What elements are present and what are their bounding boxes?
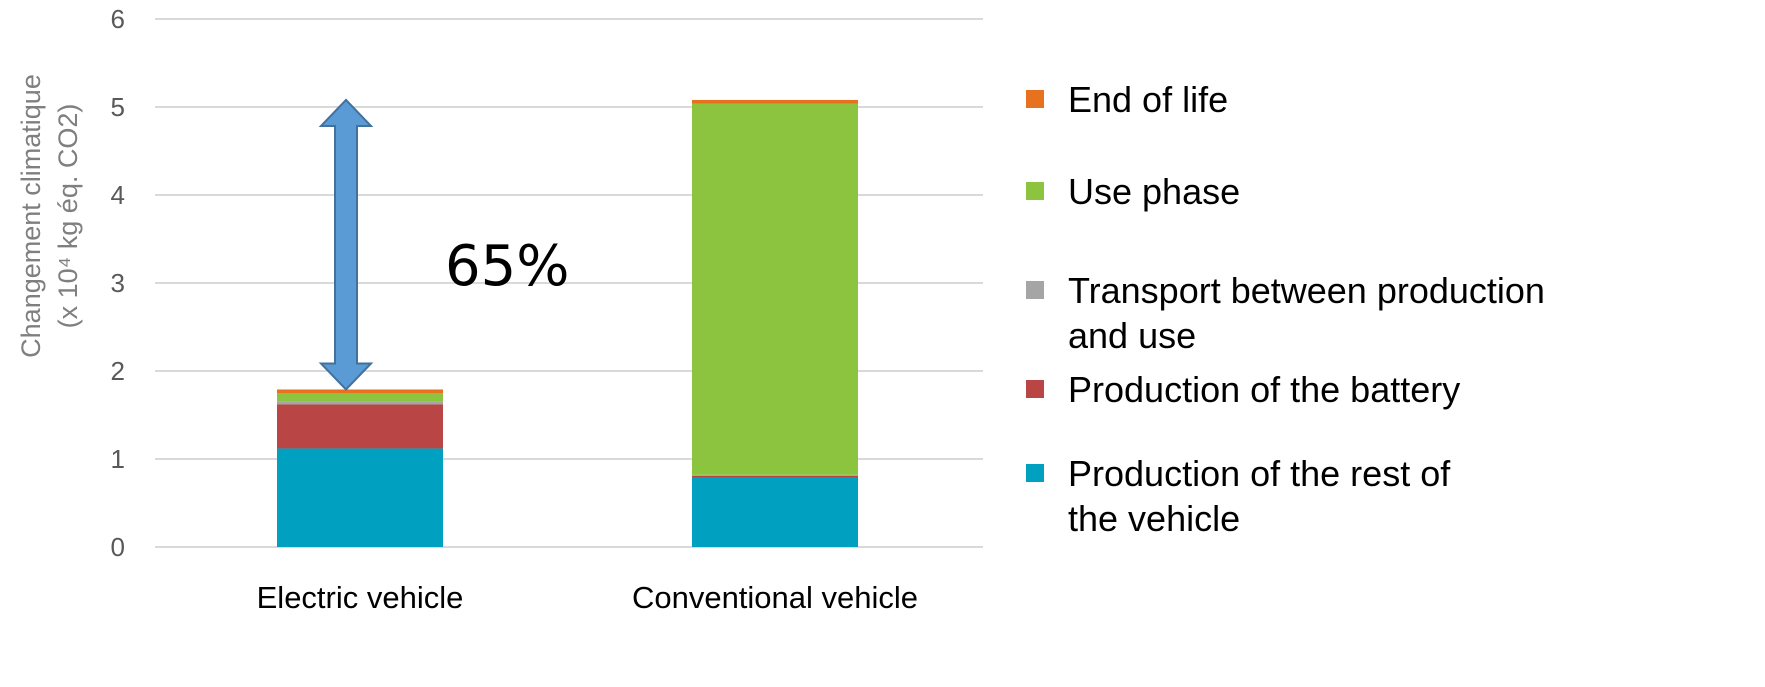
y-tick-labels: 0 1 2 3 4 5 6 bbox=[111, 4, 125, 562]
y-axis-label-line-2: (x 10⁴ kg éq. CO2) bbox=[53, 104, 83, 329]
legend-swatch bbox=[1026, 90, 1044, 108]
bar-segment bbox=[692, 103, 858, 475]
y-tick-label: 0 bbox=[111, 532, 125, 562]
legend: End of life Use phase Transport between pr… bbox=[1026, 79, 1545, 539]
legend-label: and use bbox=[1068, 315, 1196, 356]
bar-segment bbox=[277, 393, 443, 402]
annotation: 65% bbox=[318, 98, 569, 391]
legend-label: the vehicle bbox=[1068, 498, 1240, 539]
bar-segment bbox=[277, 389, 443, 393]
difference-arrow bbox=[318, 98, 374, 391]
bar-segment bbox=[692, 99, 858, 104]
y-axis-label-line-1: Changement climatique bbox=[16, 74, 46, 358]
legend-swatch bbox=[1026, 380, 1044, 398]
y-tick-label: 1 bbox=[111, 444, 125, 474]
legend-label: Production of the rest of bbox=[1068, 453, 1451, 494]
legend-label: Production of the battery bbox=[1068, 369, 1460, 410]
legend-label: Transport between production bbox=[1068, 270, 1545, 311]
y-tick-label: 6 bbox=[111, 4, 125, 34]
y-tick-label: 4 bbox=[111, 180, 125, 210]
bar-segment bbox=[692, 474, 858, 476]
legend-label: Use phase bbox=[1068, 171, 1240, 212]
y-tick-label: 5 bbox=[111, 92, 125, 122]
y-tick-label: 2 bbox=[111, 356, 125, 386]
bars bbox=[277, 99, 858, 547]
y-tick-label: 3 bbox=[111, 268, 125, 298]
legend-swatch bbox=[1026, 182, 1044, 200]
category-labels: Electric vehicle Conventional vehicle bbox=[257, 580, 918, 615]
bar-segment bbox=[692, 475, 858, 478]
bar-segment bbox=[277, 401, 443, 405]
legend-label: End of life bbox=[1068, 79, 1228, 120]
bar-segment bbox=[692, 477, 858, 547]
category-label: Electric vehicle bbox=[257, 580, 464, 615]
difference-percent-label: 65% bbox=[445, 234, 569, 299]
bar-segment bbox=[277, 448, 443, 547]
category-label: Conventional vehicle bbox=[632, 580, 918, 615]
bar-segment bbox=[277, 404, 443, 449]
legend-swatch bbox=[1026, 281, 1044, 299]
legend-swatch bbox=[1026, 464, 1044, 482]
